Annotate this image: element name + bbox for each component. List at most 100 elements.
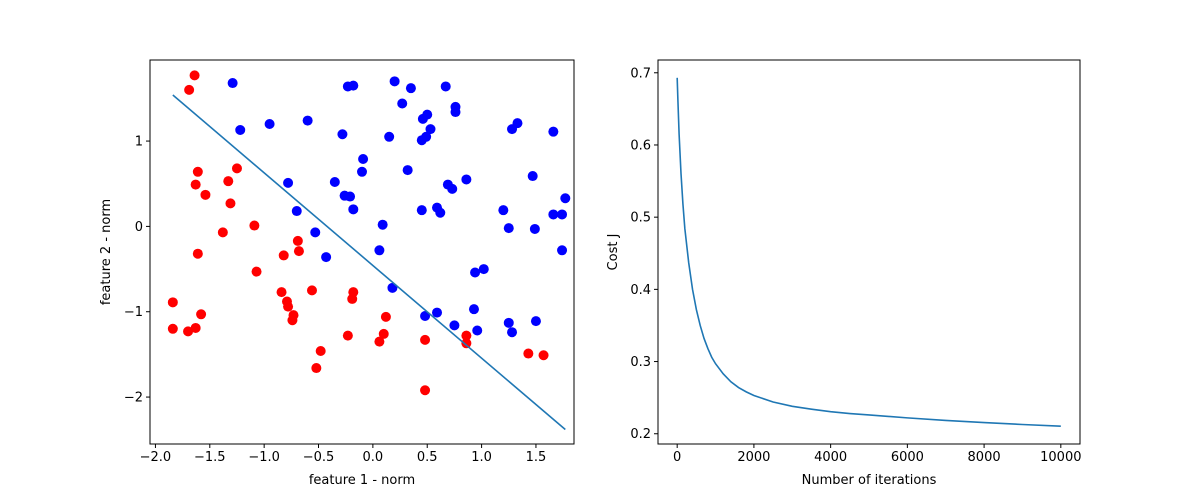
data-point [321,252,332,263]
x-tick-label: −1.5 [194,450,226,465]
data-point [190,322,201,333]
data-point [315,345,326,356]
data-point [329,177,340,188]
y-axis-label: feature 2 - norm [99,199,114,305]
data-point [405,83,416,94]
data-point [227,78,238,89]
data-point [167,323,178,334]
data-point [192,248,203,259]
data-point [472,325,483,336]
data-point [470,267,481,278]
y-tick-label: 0.3 [630,355,651,370]
data-point [461,174,472,185]
data-point [310,227,321,238]
data-point [306,285,317,296]
data-point [557,245,568,256]
data-point [449,320,460,331]
data-point [527,171,538,182]
x-tick-label: −2.0 [140,450,172,465]
data-point [283,177,294,188]
data-point [512,118,523,129]
decision-boundary-line [172,94,566,431]
data-point [380,311,391,322]
data-point [249,220,260,231]
data-point [345,191,356,202]
x-tick-label: 0.0 [363,450,384,465]
data-point [389,76,400,87]
y-axis-label: Cost J [606,234,621,271]
data-point [196,309,207,320]
data-point [283,301,294,312]
data-point [311,363,322,374]
data-point [416,205,427,216]
y-tick-label: 0.6 [630,138,651,153]
data-point [184,84,195,95]
data-point [348,204,359,215]
data-point [461,338,472,349]
data-point [278,250,289,261]
data-point [192,166,203,177]
x-tick-label: −1.0 [248,450,280,465]
data-point [432,307,443,318]
data-point [425,124,436,135]
data-point [450,107,461,118]
y-tick-label: 0.5 [630,211,651,226]
data-point [189,70,200,81]
data-point [384,131,395,142]
data-point [530,316,541,327]
data-point [167,297,178,308]
data-point [190,179,201,190]
data-point [293,246,304,257]
data-point [447,183,458,194]
data-point [223,176,234,187]
x-tick-label: 1.5 [526,450,547,465]
data-point [548,126,559,137]
y-tick-label: 0.4 [630,283,651,298]
data-point [292,235,303,246]
cost-curve-line [676,77,1061,427]
data-point [420,311,431,321]
x-tick-label: 2000 [737,450,770,465]
x-tick-label: 6000 [891,450,924,465]
axes-frame [657,59,1081,445]
data-point [402,165,413,176]
data-point [422,109,433,120]
data-point [440,81,451,92]
data-point [461,330,472,341]
data-point [503,223,514,234]
data-point [478,264,489,275]
data-point [435,207,446,218]
data-point [358,153,369,164]
cost-curve-panel: 0 2000 4000 6000 8000 10000 0.2 0.3 0.4 0.5 0.6 0.7… [606,59,1081,488]
data-point [225,198,236,209]
data-point [276,287,287,298]
data-point [348,80,359,91]
data-point [557,209,568,220]
data-point [251,266,262,277]
data-point [560,193,571,204]
axes-frame [149,59,575,445]
x-axis-label: feature 1 - norm [309,473,415,488]
x-tick-label: 10000 [1040,450,1081,465]
data-point [183,326,194,337]
data-point [235,124,246,135]
data-point [200,189,211,200]
y-tick-label: 0.7 [630,66,651,81]
data-point [538,350,549,361]
data-point [347,293,358,304]
y-tick-label: 1 [135,135,143,150]
x-tick-label: 8000 [968,450,1001,465]
data-point [416,135,427,146]
data-point [503,317,514,328]
data-point [378,328,389,339]
x-tick-label: 1.0 [471,450,492,465]
x-tick-label: −0.5 [303,450,335,465]
data-point [507,327,518,338]
x-tick-label: 4000 [814,450,847,465]
y-tick-label: −1 [124,305,143,320]
data-point [337,129,348,140]
data-point [397,98,408,109]
data-point [498,205,509,216]
data-point [302,115,313,126]
